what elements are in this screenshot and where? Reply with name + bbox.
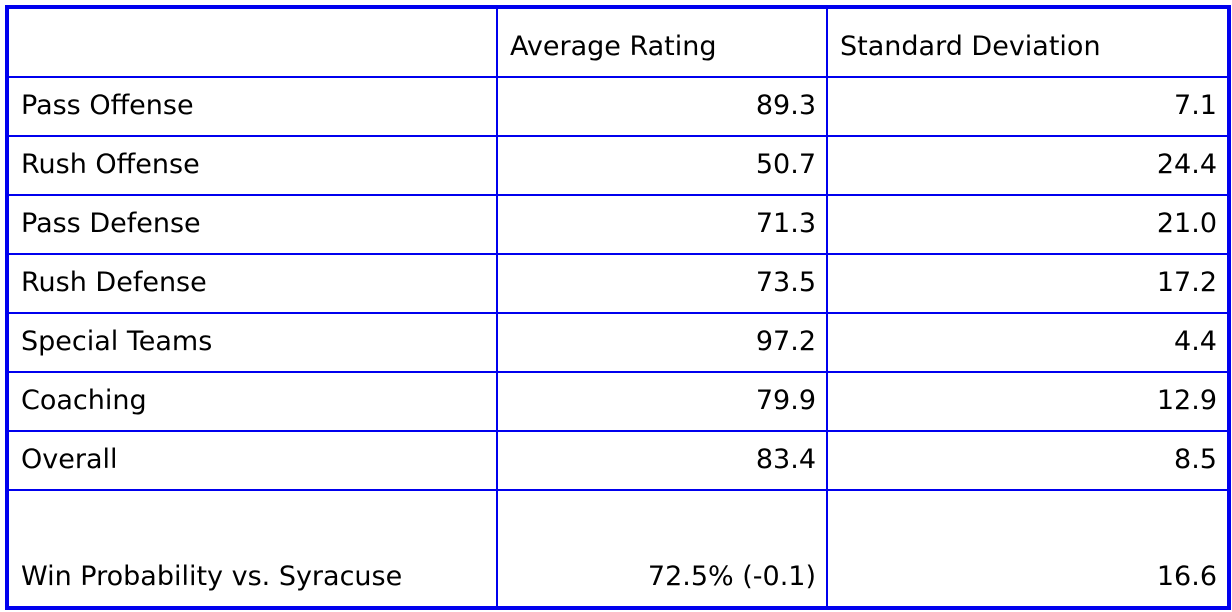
row-label: Rush Offense [6, 135, 498, 196]
table-row: Win Probability vs. Syracuse 72.5% (-0.1… [6, 489, 1230, 609]
row-label: Pass Defense [6, 194, 498, 255]
row-average-rating-value: 83.4 [496, 430, 828, 491]
row-average-rating-value: 72.5% (-0.1) [496, 489, 828, 609]
row-standard-deviation-value: 16.6 [826, 489, 1230, 609]
row-average-rating-value: 73.5 [496, 253, 828, 314]
row-standard-deviation-value: 7.1 [826, 76, 1230, 137]
table-row: Overall 83.4 8.5 [6, 430, 1230, 491]
header-row: Average Rating Standard Deviation [6, 6, 1230, 78]
table-row: Pass Offense 89.3 7.1 [6, 76, 1230, 137]
row-average-rating-value: 97.2 [496, 312, 828, 373]
row-standard-deviation-value: 12.9 [826, 371, 1230, 432]
row-label: Special Teams [6, 312, 498, 373]
header-cell-empty [6, 6, 498, 78]
row-average-rating-value: 89.3 [496, 76, 828, 137]
table-row: Rush Defense 73.5 17.2 [6, 253, 1230, 314]
table-row: Coaching 79.9 12.9 [6, 371, 1230, 432]
table-row: Pass Defense 71.3 21.0 [6, 194, 1230, 255]
row-standard-deviation-value: 21.0 [826, 194, 1230, 255]
row-average-rating-value: 79.9 [496, 371, 828, 432]
header-cell-standard-deviation: Standard Deviation [826, 6, 1230, 78]
row-label: Overall [6, 430, 498, 491]
row-label: Coaching [6, 371, 498, 432]
row-standard-deviation-value: 24.4 [826, 135, 1230, 196]
header-cell-average-rating: Average Rating [496, 6, 828, 78]
table-row: Rush Offense 50.7 24.4 [6, 135, 1230, 196]
row-average-rating-value: 50.7 [496, 135, 828, 196]
row-standard-deviation-value: 17.2 [826, 253, 1230, 314]
row-average-rating-value: 71.3 [496, 194, 828, 255]
row-standard-deviation-value: 8.5 [826, 430, 1230, 491]
table-row: Special Teams 97.2 4.4 [6, 312, 1230, 373]
row-label: Pass Offense [6, 76, 498, 137]
row-label: Win Probability vs. Syracuse [6, 489, 498, 609]
team-ratings-table: Average Rating Standard Deviation Pass O… [5, 5, 1231, 610]
row-standard-deviation-value: 4.4 [826, 312, 1230, 373]
row-label: Rush Defense [6, 253, 498, 314]
